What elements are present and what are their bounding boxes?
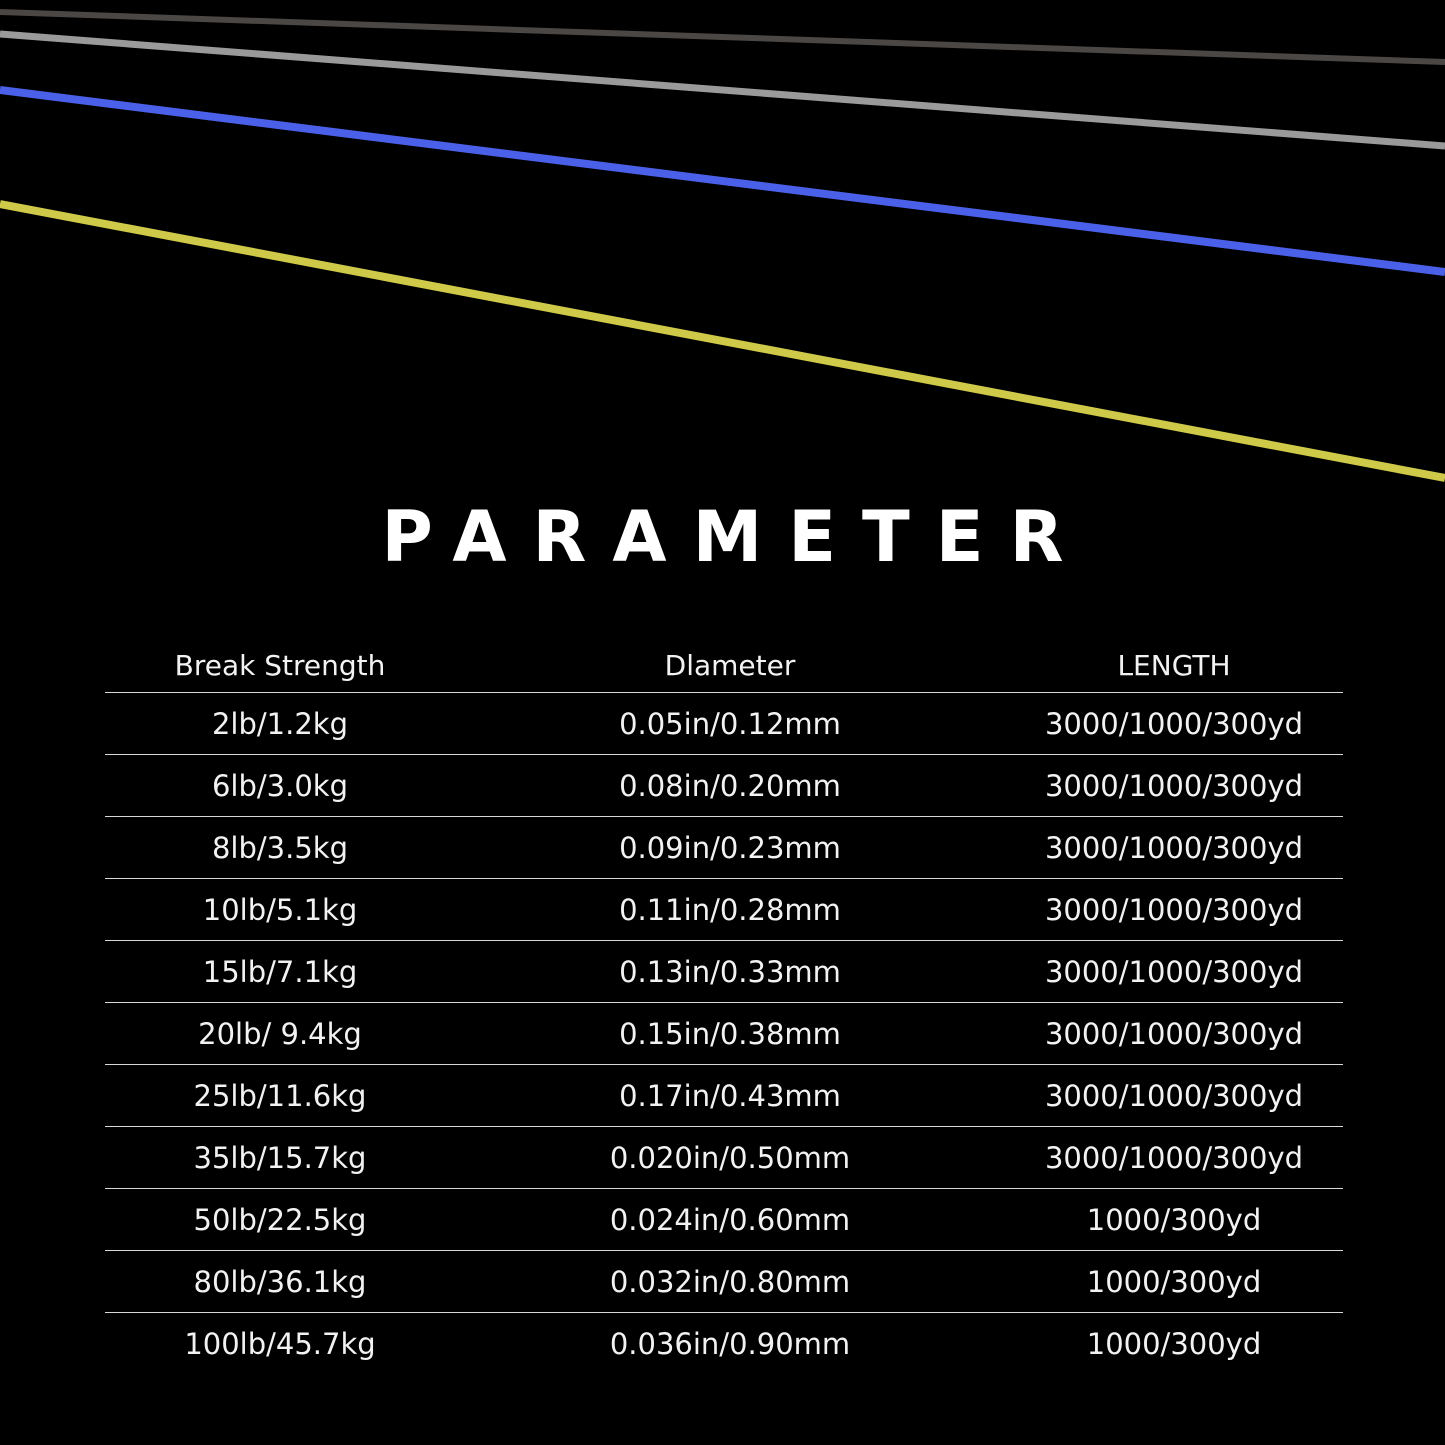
yellow-line [0,200,1445,482]
diameter-cell: 0.05in/0.12mm [619,706,841,741]
length-cell: 1000/300yd [1086,1264,1262,1299]
break-strength-cell: 8lb/3.5kg [211,830,348,865]
diameter-cell: 0.13in/0.33mm [619,954,841,989]
length-cell: 3000/1000/300yd [1044,1078,1304,1113]
diameter-cell: 0.11in/0.28mm [619,892,841,927]
length-cell: 3000/1000/300yd [1044,892,1304,927]
diameter-cell: 0.024in/0.60mm [609,1202,851,1237]
length-cell: 3000/1000/300yd [1044,706,1304,741]
break-strength-cell: 2lb/1.2kg [211,706,348,741]
table-header-row: Break Strength Dlameter LENGTH [105,638,1343,693]
break-strength-cell: 35lb/15.7kg [193,1140,367,1175]
gray-line [0,30,1445,150]
break-strength-cell: 6lb/3.0kg [211,768,348,803]
diameter-cell: 0.09in/0.23mm [619,830,841,865]
break-strength-cell: 80lb/36.1kg [193,1264,367,1299]
table-row: 10lb/5.1kg 0.11in/0.28mm 3000/1000/300yd [105,879,1343,941]
header-diameter: Dlameter [455,638,1005,693]
table-row: 100lb/45.7kg 0.036in/0.90mm 1000/300yd [105,1313,1343,1375]
table-row: 35lb/15.7kg 0.020in/0.50mm 3000/1000/300yd [105,1127,1343,1189]
break-strength-cell: 25lb/11.6kg [193,1078,367,1113]
diameter-cell: 0.08in/0.20mm [619,768,841,803]
table-row: 6lb/3.0kg 0.08in/0.20mm 3000/1000/300yd [105,755,1343,817]
diameter-cell: 0.15in/0.38mm [619,1016,841,1051]
dark-gray-line [0,9,1445,65]
parameter-table: Break Strength Dlameter LENGTH 2lb/1.2kg… [105,638,1343,1374]
length-cell: 3000/1000/300yd [1044,954,1304,989]
fishing-lines-graphic [0,9,1445,482]
length-cell: 3000/1000/300yd [1044,1140,1304,1175]
length-cell: 1000/300yd [1086,1202,1262,1237]
length-cell: 3000/1000/300yd [1044,830,1304,865]
header-break-strength: Break Strength [105,638,455,693]
table-row: 15lb/7.1kg 0.13in/0.33mm 3000/1000/300yd [105,941,1343,1003]
length-cell: 3000/1000/300yd [1044,768,1304,803]
table-row: 50lb/22.5kg 0.024in/0.60mm 1000/300yd [105,1189,1343,1251]
break-strength-cell: 15lb/7.1kg [202,954,358,989]
header-length: LENGTH [1005,638,1343,693]
diameter-cell: 0.020in/0.50mm [609,1140,851,1175]
blue-line [0,86,1445,276]
diameter-cell: 0.032in/0.80mm [609,1264,851,1299]
table-row: 2lb/1.2kg 0.05in/0.12mm 3000/1000/300yd [105,693,1343,755]
table-row: 80lb/36.1kg 0.032in/0.80mm 1000/300yd [105,1251,1343,1313]
page-title: PARAMETER [381,496,1090,578]
break-strength-cell: 10lb/5.1kg [202,892,358,927]
table-row: 8lb/3.5kg 0.09in/0.23mm 3000/1000/300yd [105,817,1343,879]
diameter-cell: 0.036in/0.90mm [609,1326,851,1361]
break-strength-cell: 100lb/45.7kg [184,1326,376,1361]
length-cell: 1000/300yd [1086,1326,1262,1361]
table-row: 25lb/11.6kg 0.17in/0.43mm 3000/1000/300yd [105,1065,1343,1127]
length-cell: 3000/1000/300yd [1044,1016,1304,1051]
table-row: 20lb/ 9.4kg 0.15in/0.38mm 3000/1000/300yd [105,1003,1343,1065]
diameter-cell: 0.17in/0.43mm [619,1078,841,1113]
break-strength-cell: 20lb/ 9.4kg [198,1016,362,1051]
break-strength-cell: 50lb/22.5kg [193,1202,367,1237]
